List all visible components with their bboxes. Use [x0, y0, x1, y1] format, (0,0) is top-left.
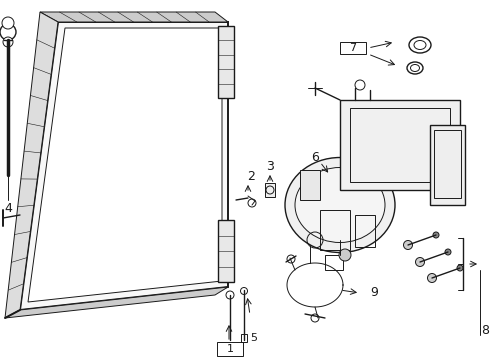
Polygon shape — [5, 287, 228, 318]
Bar — [434, 130, 461, 198]
Circle shape — [445, 249, 451, 255]
Bar — [218, 26, 234, 98]
Text: 7: 7 — [349, 43, 357, 53]
Text: 4: 4 — [4, 202, 12, 215]
Polygon shape — [40, 12, 228, 22]
Polygon shape — [5, 12, 58, 318]
Bar — [241, 334, 247, 342]
Polygon shape — [20, 22, 228, 310]
Text: 5: 5 — [250, 333, 257, 343]
Circle shape — [427, 274, 437, 283]
Bar — [350, 108, 450, 182]
Circle shape — [457, 265, 463, 271]
Text: 9: 9 — [370, 287, 378, 300]
Text: 3: 3 — [266, 159, 274, 172]
Bar — [218, 220, 234, 282]
Circle shape — [403, 240, 413, 249]
Ellipse shape — [295, 167, 385, 243]
Bar — [355, 215, 375, 247]
Text: 6: 6 — [311, 150, 319, 163]
Circle shape — [433, 232, 439, 238]
Circle shape — [339, 249, 351, 261]
Bar — [325, 255, 343, 270]
Circle shape — [3, 37, 13, 47]
Ellipse shape — [411, 64, 419, 72]
Bar — [430, 125, 465, 205]
Bar — [340, 100, 460, 190]
Ellipse shape — [409, 37, 431, 53]
Ellipse shape — [414, 41, 426, 50]
Ellipse shape — [407, 62, 423, 74]
Text: 8: 8 — [481, 324, 489, 337]
Bar — [320, 210, 350, 250]
Bar — [300, 170, 320, 200]
Circle shape — [416, 257, 424, 266]
Bar — [217, 342, 243, 356]
Text: 2: 2 — [247, 170, 255, 183]
Circle shape — [2, 17, 14, 29]
Ellipse shape — [285, 158, 395, 252]
Bar — [340, 42, 366, 54]
Bar — [265, 183, 275, 197]
Polygon shape — [28, 28, 222, 302]
Circle shape — [0, 24, 16, 40]
Text: 1: 1 — [226, 344, 234, 354]
